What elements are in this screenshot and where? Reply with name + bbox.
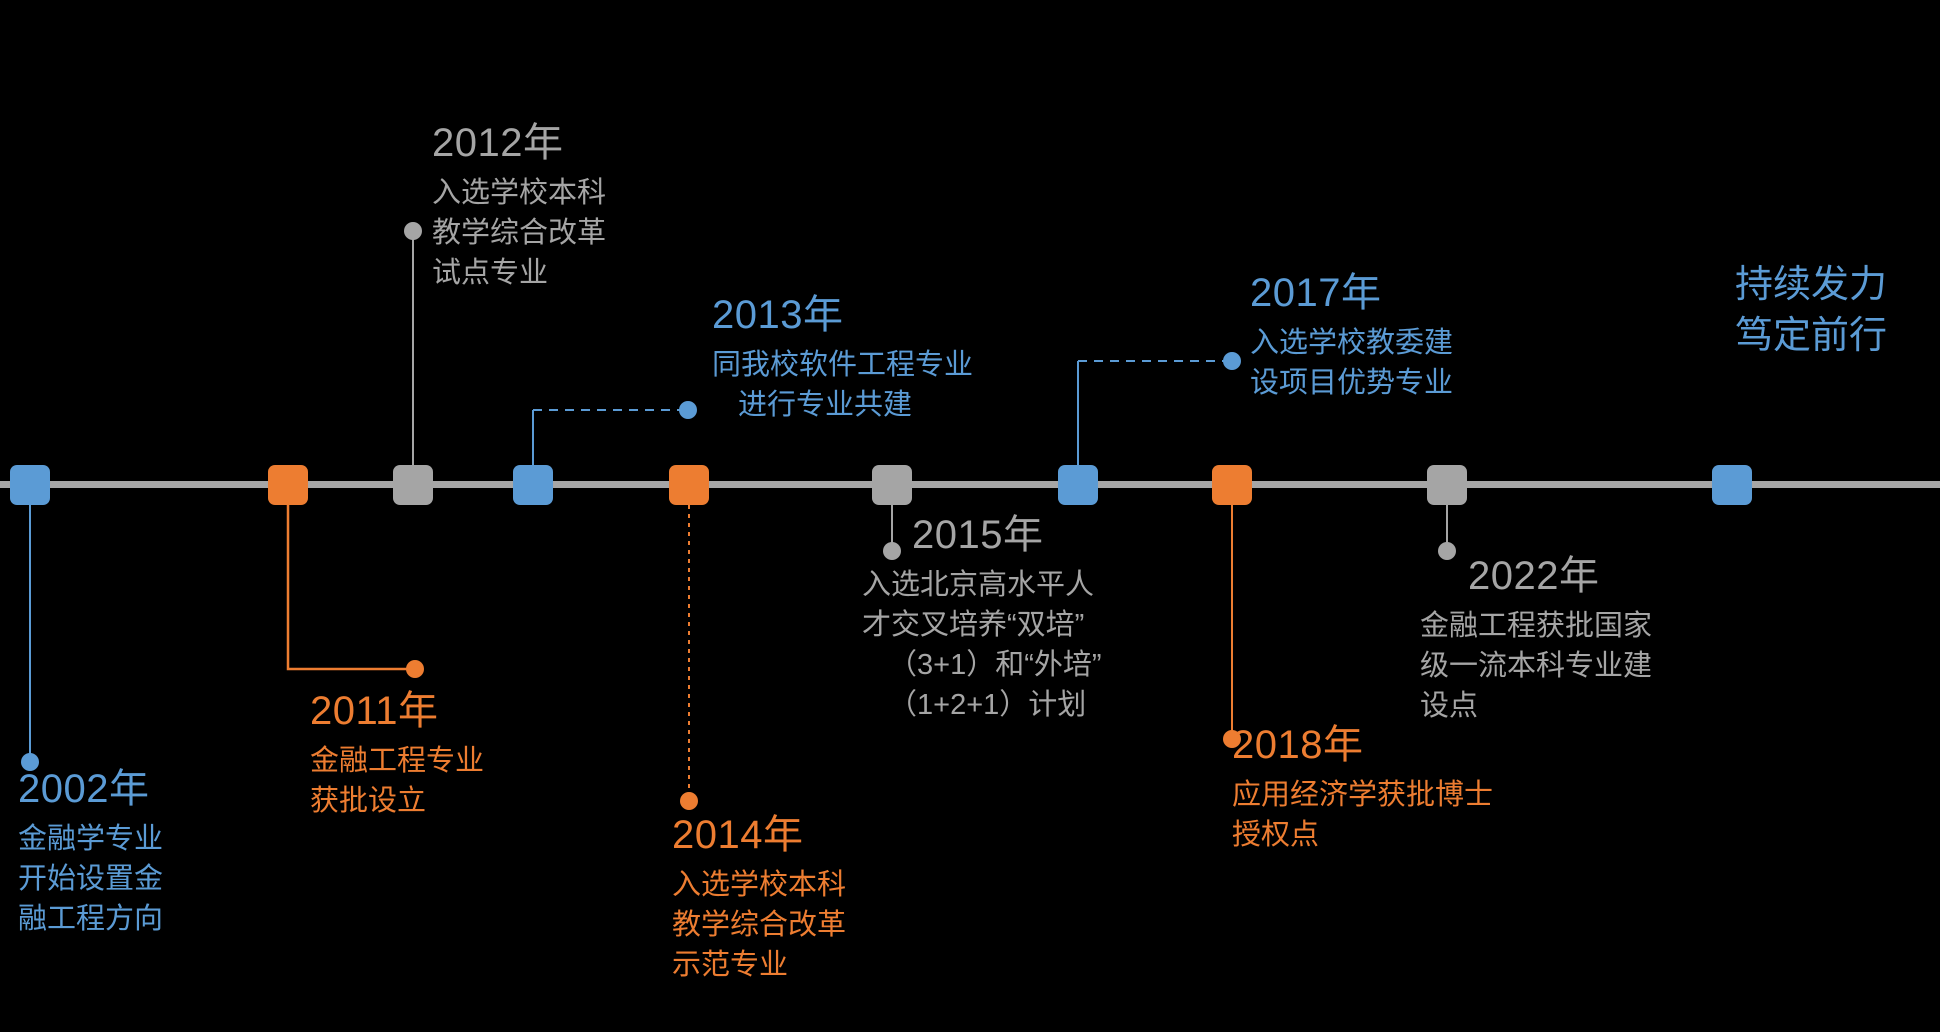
timeline-node-2022[interactable] bbox=[1427, 465, 1467, 505]
event-year-2022: 2022年 bbox=[1468, 554, 1600, 598]
event-body-2015: 入选北京高水平人 才交叉培养“双培” （3+1）和“外培” （1+2+1）计划 bbox=[862, 569, 1102, 722]
timeline-node-end[interactable] bbox=[1712, 465, 1752, 505]
timeline-node-2013[interactable] bbox=[513, 465, 553, 505]
event-year-2017: 2017年 bbox=[1250, 271, 1382, 315]
connector-2011 bbox=[286, 505, 410, 671]
event-body-2022: 金融工程获批国家 级一流本科专业建 设点 bbox=[1420, 610, 1653, 723]
timeline-axis bbox=[0, 481, 1940, 488]
event-label-2015[interactable]: 2015年 入选北京高水平人 才交叉培养“双培” （3+1）和“外培” （1+2… bbox=[862, 512, 1102, 725]
event-label-2011[interactable]: 2011年 金融工程专业 获批设立 bbox=[310, 688, 484, 821]
connector-dot-2014 bbox=[680, 792, 698, 810]
event-body-2018: 应用经济学获批博士 授权点 bbox=[1232, 779, 1494, 852]
event-label-2017[interactable]: 2017年 入选学校教委建 设项目优势专业 bbox=[1250, 270, 1453, 403]
event-body-2012: 入选学校本科 教学综合改革 试点专业 bbox=[432, 177, 607, 290]
tagline-line-2: 笃定前行 bbox=[1735, 315, 1888, 358]
tagline-line-1: 持续发力 bbox=[1735, 264, 1888, 306]
tagline-block: 持续发力 笃定前行 bbox=[1735, 260, 1887, 363]
event-year-2015: 2015年 bbox=[912, 513, 1044, 557]
event-label-2014[interactable]: 2014年 入选学校本科 教学综合改革 示范专业 bbox=[672, 812, 846, 985]
timeline-node-2002[interactable] bbox=[10, 465, 50, 505]
event-year-2018: 2018年 bbox=[1232, 723, 1364, 767]
timeline-node-2014[interactable] bbox=[669, 465, 709, 505]
event-year-2002: 2002年 bbox=[18, 767, 150, 811]
event-label-2018[interactable]: 2018年 应用经济学获批博士 授权点 bbox=[1232, 722, 1493, 855]
event-label-2002[interactable]: 2002年 金融学专业 开始设置金 融工程方向 bbox=[18, 766, 163, 939]
connector-dot-2012 bbox=[404, 222, 422, 240]
timeline-node-2012[interactable] bbox=[393, 465, 433, 505]
event-body-2011: 金融工程专业 获批设立 bbox=[310, 745, 485, 818]
event-label-2013[interactable]: 2013年 同我校软件工程专业 进行专业共建 bbox=[712, 292, 973, 425]
timeline-node-2011[interactable] bbox=[268, 465, 308, 505]
connector-dot-2017 bbox=[1223, 352, 1241, 370]
connector-dot-2011 bbox=[406, 660, 424, 678]
event-year-2011: 2011年 bbox=[310, 689, 439, 733]
timeline-node-2018[interactable] bbox=[1212, 465, 1252, 505]
event-year-2013: 2013年 bbox=[712, 293, 844, 337]
event-body-2013: 同我校软件工程专业 进行专业共建 bbox=[712, 349, 974, 422]
event-year-2012: 2012年 bbox=[432, 121, 564, 165]
timeline-node-2015[interactable] bbox=[872, 465, 912, 505]
connector-dot-2013 bbox=[679, 401, 697, 419]
timeline-node-2017[interactable] bbox=[1058, 465, 1098, 505]
event-year-2014: 2014年 bbox=[672, 813, 804, 857]
event-label-2022[interactable]: 2022年 金融工程获批国家 级一流本科专业建 设点 bbox=[1420, 553, 1652, 726]
event-body-2014: 入选学校本科 教学综合改革 示范专业 bbox=[672, 869, 847, 982]
event-label-2012[interactable]: 2012年 入选学校本科 教学综合改革 试点专业 bbox=[432, 120, 606, 293]
event-body-2002: 金融学专业 开始设置金 融工程方向 bbox=[18, 823, 164, 936]
event-body-2017: 入选学校教委建 设项目优势专业 bbox=[1250, 327, 1454, 400]
